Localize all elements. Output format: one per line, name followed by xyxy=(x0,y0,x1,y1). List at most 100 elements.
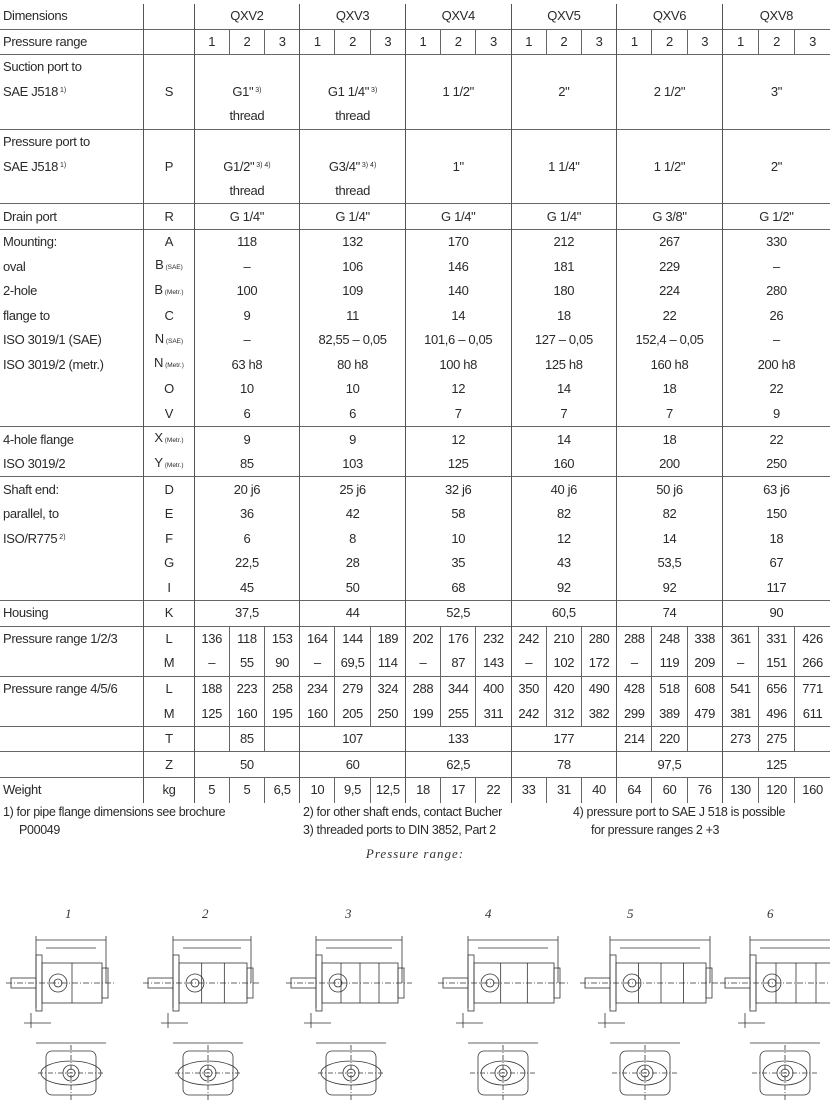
cell-qxv8-2: 331 xyxy=(758,625,795,652)
table-row: SAE J518 1) S G1" 3) G1 1/4" 3) 1 1/2" 2" 2 1/2" 3… xyxy=(0,79,830,105)
cell-qxv2-3: 153 xyxy=(264,625,300,652)
cell-qxv2: 10 xyxy=(193,377,300,402)
cell-qxv2-2: 55 xyxy=(228,651,265,677)
row-symbol: F xyxy=(143,526,195,552)
row-symbol: kg xyxy=(143,776,195,803)
cell-qxv6-2: 518 xyxy=(651,675,688,702)
row-label xyxy=(0,179,144,204)
cell-qxv8-1: 1 xyxy=(721,28,759,55)
cell-qxv3: QXV3 xyxy=(299,4,406,30)
cell-qxv3: G3/4" 3) 4) xyxy=(299,154,406,179)
row-label: ISO 3019/1 (SAE) xyxy=(3,332,102,348)
cell-qxv8: 22 xyxy=(721,426,830,452)
cell-qxv6-3: 209 xyxy=(686,651,723,677)
cell-value: G1/2" xyxy=(223,159,255,175)
cell-qxv3-3: 189 xyxy=(369,625,406,652)
row-label xyxy=(0,402,144,427)
cell-qxv2: 63 h8 xyxy=(193,352,300,378)
row-label: Pressure port to xyxy=(0,128,144,155)
pump-drawing-5 xyxy=(580,936,720,1101)
cell-qxv6-2: 119 xyxy=(651,651,688,677)
row-symbol: M xyxy=(143,651,195,677)
cell-qxv5-1: 33 xyxy=(510,776,547,803)
cell-qxv5-2: 102 xyxy=(545,651,582,677)
cell-qxv6: 97,5 xyxy=(616,751,723,778)
drawing-label-5: 5 xyxy=(627,906,634,921)
cell-qxv5: 212 xyxy=(510,228,617,255)
cell-qxv5: 92 xyxy=(510,575,617,601)
cell-qxv8-3: 266 xyxy=(794,651,830,677)
row-label xyxy=(0,701,144,726)
row-symbol: I xyxy=(143,575,195,601)
cell-qxv4-3: 143 xyxy=(475,651,512,677)
cell-qxv5: 177 xyxy=(510,725,617,752)
cell-value: G1" xyxy=(232,84,254,100)
cell-qxv6-1: 299 xyxy=(616,701,652,727)
cell-qxv5-3: 3 xyxy=(580,28,617,55)
cell-qxv4-3: 22 xyxy=(475,776,512,803)
cell-qxv3-2: 279 xyxy=(334,675,371,702)
cell-qxv3-3: 250 xyxy=(369,701,406,727)
cell-qxv2: 50 xyxy=(193,751,300,778)
cell-qxv6 xyxy=(616,128,723,155)
cell-qxv8: – xyxy=(721,328,830,353)
cell-qxv5-2: 210 xyxy=(545,625,582,652)
cell-value: G3/4" xyxy=(328,159,360,175)
cell-qxv2: 37,5 xyxy=(193,600,300,627)
cell-qxv2-1: 5 xyxy=(193,776,230,803)
cell-qxv8-3: 771 xyxy=(794,675,830,702)
cell-qxv2: – xyxy=(193,254,300,280)
table-row: Pressure port to xyxy=(0,128,830,155)
cell-qxv3: 28 xyxy=(299,551,406,576)
cell-qxv3-3: 3 xyxy=(369,28,406,55)
table-row: Housing K 37,5 44 52,5 60,5 74 90 xyxy=(0,600,830,627)
cell-qxv2-1: – xyxy=(193,651,230,677)
cell-qxv8 xyxy=(721,128,830,155)
cell-qxv6 xyxy=(616,54,723,80)
cell-qxv3-2: 2 xyxy=(334,28,371,55)
cell-qxv2: – xyxy=(193,328,300,353)
table-row: thread thread xyxy=(0,178,830,204)
footnote-ref: 3) xyxy=(371,87,378,95)
cell-qxv8-2: 656 xyxy=(758,675,795,702)
footnote-2-text: 2) for other shaft ends, contact Bucher xyxy=(303,805,502,819)
cell-qxv5: 43 xyxy=(510,551,617,576)
row-symbol: D xyxy=(143,476,195,502)
pressure-range-title: Pressure range: xyxy=(365,846,465,861)
drawing-label-2: 2 xyxy=(202,906,209,921)
cell-qxv3: 42 xyxy=(299,501,406,527)
cell-qxv5-3: 40 xyxy=(580,776,617,803)
drawing-label-6: 6 xyxy=(767,906,774,921)
cell-qxv2: 6 xyxy=(193,526,300,552)
cell-qxv6: 200 xyxy=(616,451,723,477)
cell-qxv2: thread xyxy=(193,104,300,130)
table-row: parallel, to E 36 42 58 82 82 150 xyxy=(0,501,830,527)
cell-qxv3: thread xyxy=(299,104,406,130)
cell-qxv4 xyxy=(404,104,512,130)
cell-qxv4: 35 xyxy=(404,551,512,576)
cell-qxv5: 60,5 xyxy=(510,600,617,627)
cell-qxv6-1: 1 xyxy=(616,28,652,55)
cell-qxv8: 330 xyxy=(721,228,830,255)
cell-qxv6-3: 608 xyxy=(686,675,723,702)
cell-qxv8-2: 2 xyxy=(758,28,795,55)
row-label: Pressure range xyxy=(0,28,144,55)
table-row: Mounting: A 118 132 170 212 267 330 xyxy=(0,228,830,255)
cell-qxv2: 45 xyxy=(193,575,300,601)
cell-qxv2-3: 258 xyxy=(264,675,300,702)
cell-qxv2-2: 2 xyxy=(228,28,265,55)
cell-qxv3 xyxy=(299,54,406,80)
cell-qxv3: 8 xyxy=(299,526,406,552)
cell-qxv8: 9 xyxy=(721,401,830,427)
table-row: Pressure range 4/5/6 L 188 223 258 234 279 324 2… xyxy=(0,675,830,702)
cell-qxv4: 68 xyxy=(404,575,512,601)
cell-qxv5-1: 242 xyxy=(510,701,547,727)
cell-qxv5-3: 490 xyxy=(580,675,617,702)
cell-qxv4: 101,6 – 0,05 xyxy=(404,328,512,353)
cell-qxv5: 180 xyxy=(510,279,617,304)
cell-qxv4: 12 xyxy=(404,426,512,452)
row-label: Housing xyxy=(0,600,144,627)
pump-drawing-2 xyxy=(143,936,261,1101)
cell-qxv5: 40 j6 xyxy=(510,476,617,502)
cell-qxv5: 14 xyxy=(510,426,617,452)
